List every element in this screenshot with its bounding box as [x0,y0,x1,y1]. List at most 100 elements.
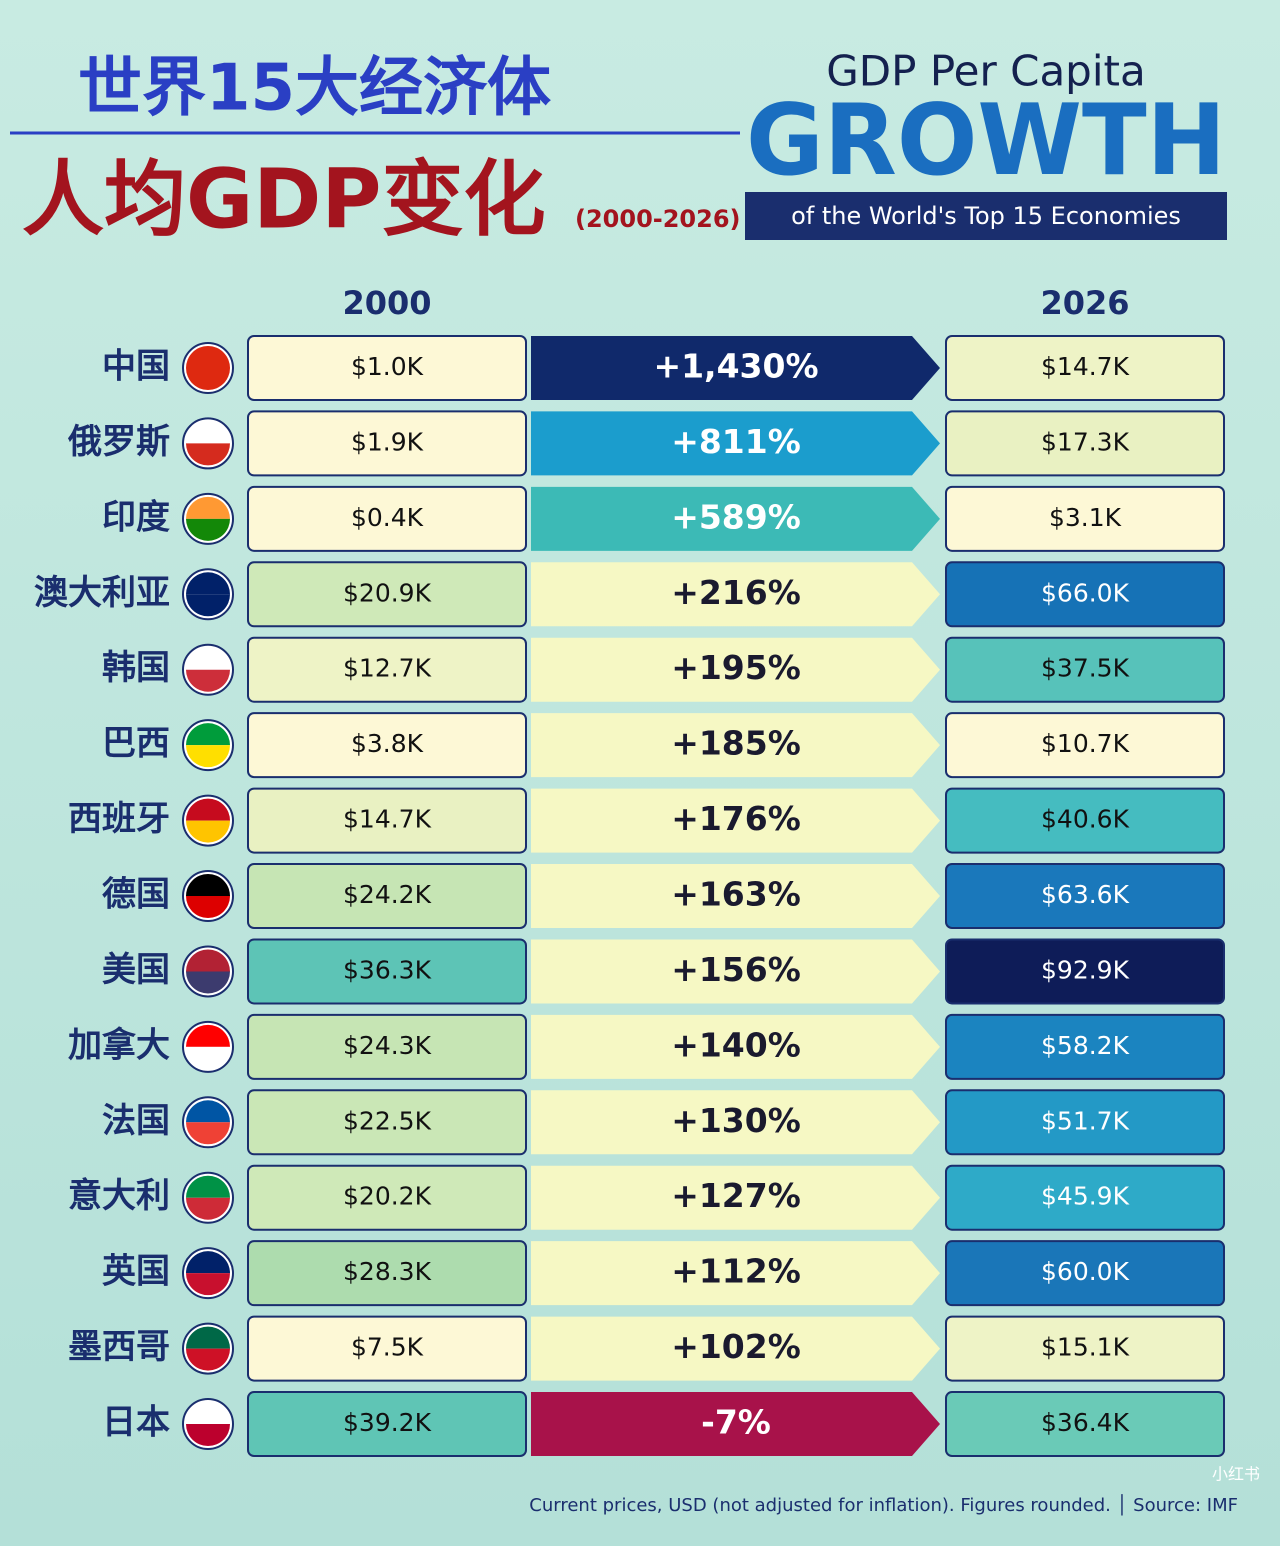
cell-2000 [247,712,527,779]
cell-2000 [247,1240,527,1307]
value-2026: $58.2K [1041,1031,1130,1060]
flag [186,594,230,617]
growth: +589% [671,497,801,536]
country: 美国 [102,950,170,990]
value-2000: $22.5K [343,1106,432,1135]
growth-arrow [531,713,940,778]
flag [186,820,230,843]
cell-2026 [945,863,1225,930]
flag [186,496,230,519]
cell-2000 [247,1089,527,1156]
years: (2000-2026) [575,205,741,233]
value-2026: $37.5K [1041,654,1130,683]
growth: +102% [671,1327,801,1366]
cell-2000 [247,561,527,628]
flag [186,1424,230,1447]
cell-2026 [945,1391,1225,1458]
cell-2026 [945,335,1225,401]
cell-2000 [247,1391,527,1458]
value-2026: $60.0K [1041,1257,1130,1286]
growth-arrow [531,788,940,853]
cell-2000 [247,1164,527,1231]
flag [186,745,230,768]
flag [186,1197,230,1220]
cell-2026 [945,1164,1225,1231]
title-en-2: GROWTH [746,84,1226,198]
growth-arrow [531,1165,940,1230]
growth-arrow [531,1090,940,1155]
value-2026: $10.7K [1041,729,1130,758]
growth: +195% [671,648,801,687]
value-2000: $39.2K [343,1408,432,1437]
country: 巴西 [102,724,170,764]
flag [186,723,230,746]
country: 西班牙 [68,799,170,839]
country: 俄罗斯 [67,422,170,462]
value-2000: $7.5K [351,1333,424,1362]
flag [186,798,230,821]
value-2000: $20.9K [343,578,432,607]
value-2000: $1.0K [351,352,424,381]
value-2000: $24.3K [343,1031,432,1060]
flag [186,1251,230,1274]
flag [186,647,230,670]
value-2000: $14.7K [343,805,432,834]
growth-arrow [531,336,940,400]
subtitle-box [745,192,1227,240]
cell-2026 [945,410,1225,477]
value-2026: $15.1K [1041,1333,1130,1362]
value-2026: $63.6K [1041,880,1130,909]
country: 日本 [102,1403,170,1443]
cell-2026 [945,938,1225,1005]
cell-2026 [945,1315,1225,1382]
flag [186,1100,230,1123]
growth-arrow [531,1316,940,1381]
value-2026: $3.1K [1049,503,1122,532]
value-2000: $20.2K [343,1182,432,1211]
growth-arrow [531,562,940,627]
cell-2000 [247,938,527,1005]
value-2026: $51.7K [1041,1106,1130,1135]
flag [186,421,230,444]
value-2000: $3.8K [351,729,424,758]
value-2026: $92.9K [1041,955,1130,984]
growth: +112% [671,1252,801,1291]
value-2026: $40.6K [1041,805,1130,834]
value-2026: $17.3K [1041,427,1130,456]
cell-2000 [247,335,527,401]
title-cn-2: 人均GDP变化 [22,152,545,247]
flag [186,1348,230,1371]
flag [186,874,230,897]
country: 中国 [102,347,170,387]
growth-arrow [531,1392,940,1457]
flag [186,443,230,466]
country: 英国 [102,1252,170,1292]
value-2000: $12.7K [343,654,432,683]
column-header: 2000 [342,284,431,322]
flag [186,896,230,919]
value-2000: $1.9K [351,427,424,456]
cell-2026 [945,1013,1225,1080]
growth-arrow [531,864,940,929]
cell-2000 [247,485,527,552]
flag [186,1046,230,1069]
growth: +216% [671,573,801,612]
value-2026: $36.4K [1041,1408,1130,1437]
growth: +811% [671,422,801,461]
cell-2000 [247,1315,527,1382]
country: 加拿大 [68,1025,170,1065]
country: 墨西哥 [68,1327,170,1367]
cell-2026 [945,636,1225,703]
growth: +185% [671,724,801,763]
country: 德国 [102,875,170,915]
watermark: 小红书 [1212,1465,1260,1484]
flag [186,1024,230,1047]
value-2026: $66.0K [1041,578,1130,607]
value-2000: $36.3K [343,955,432,984]
cell-2026 [945,1089,1225,1156]
flag [186,971,230,994]
cell-2000 [247,863,527,930]
country: 印度 [102,497,170,537]
growth-arrow [531,1241,940,1306]
